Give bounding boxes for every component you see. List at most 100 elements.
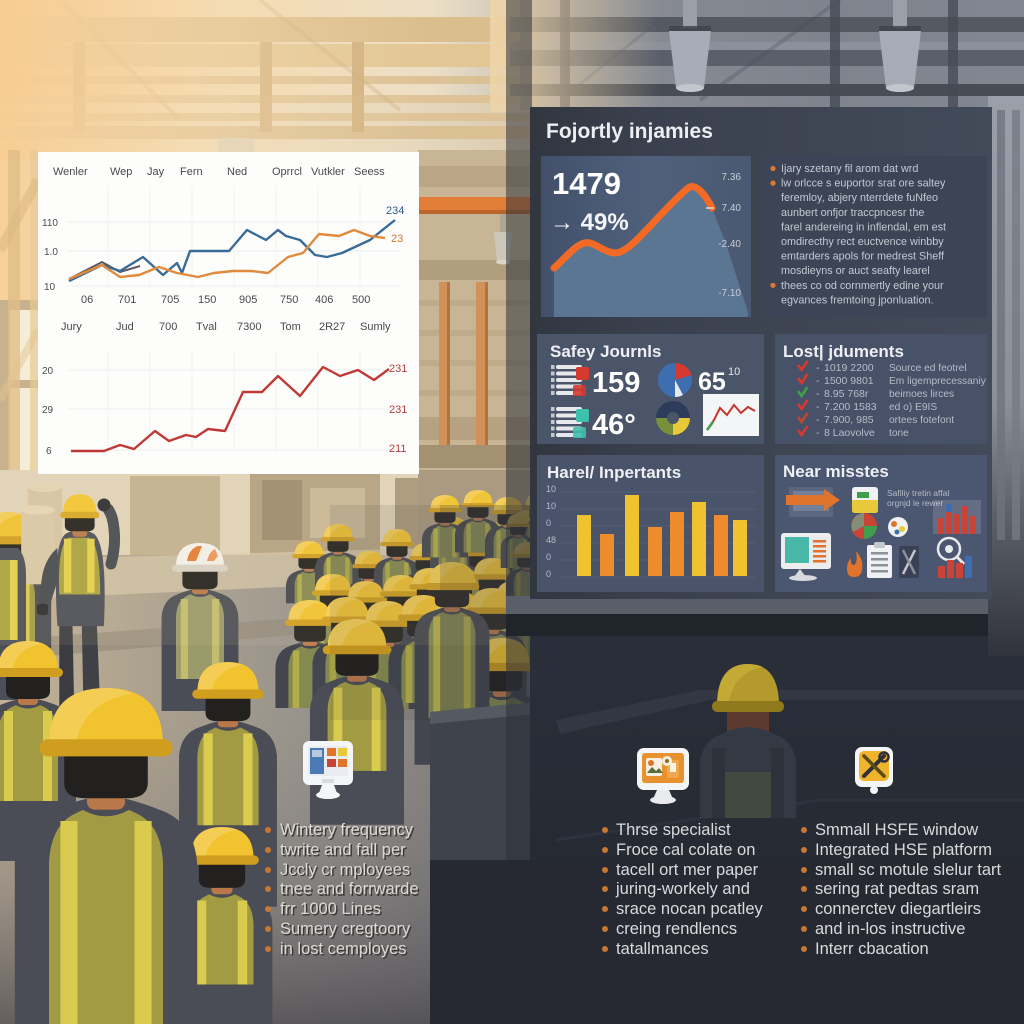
svg-text:aunbert onfjor traccpncesr the: aunbert onfjor traccpncesr the: [781, 207, 924, 219]
svg-text:sering rat pedtas sram: sering rat pedtas sram: [815, 880, 979, 898]
svg-text:211: 211: [389, 443, 407, 455]
svg-text:egvances fremtoing jponluation: egvances fremtoing jponluation.: [781, 294, 933, 306]
svg-text:beimoes lirces: beimoes lirces: [889, 389, 954, 400]
svg-text:mosdieyns or auct seafty leare: mosdieyns or auct seafty learel: [781, 265, 930, 277]
svg-text:srace nocan pcatley: srace nocan pcatley: [616, 900, 764, 918]
svg-text:tatallmances: tatallmances: [616, 940, 709, 958]
svg-text:connerctev diegartleirs: connerctev diegartleirs: [815, 900, 981, 918]
svg-text:juring-workely and: juring-workely and: [615, 880, 750, 898]
svg-text:Safiliy tretin affal: Safiliy tretin affal: [887, 488, 949, 498]
svg-text:7.200 1583: 7.200 1583: [824, 401, 877, 413]
svg-text:231: 231: [389, 363, 407, 375]
svg-text:150: 150: [198, 294, 216, 306]
svg-text:Tom: Tom: [280, 321, 301, 333]
svg-text:tone: tone: [889, 428, 909, 439]
svg-text:Wintery frequency: Wintery frequency: [280, 821, 414, 839]
svg-text:and in-los instructive: and in-los instructive: [815, 920, 965, 938]
svg-text:Ijary szetany fil arom dat wrd: Ijary szetany fil arom dat wrd: [781, 163, 918, 175]
svg-text:-: -: [816, 414, 820, 426]
svg-text:750: 750: [280, 294, 298, 306]
svg-text:2R27: 2R27: [319, 321, 345, 333]
svg-text:omdirecthy rect euctvence winb: omdirecthy rect euctvence winbby: [781, 236, 944, 248]
svg-text:twrite and fall per: twrite and fall per: [282, 842, 408, 860]
svg-text:ed o) E9IS: ed o) E9IS: [889, 402, 937, 413]
svg-text:in lost cemployes: in lost cemployes: [282, 941, 409, 959]
svg-text:23: 23: [391, 233, 403, 245]
svg-text:06: 06: [81, 294, 93, 306]
svg-text:Thrse specialist: Thrse specialist: [616, 821, 731, 839]
svg-text:110: 110: [42, 218, 58, 229]
svg-text:Jccly cr mployees: Jccly cr mployees: [282, 862, 412, 880]
svg-text:Safey Journls: Safey Journls: [550, 342, 662, 361]
svg-text:Oprrcl: Oprrcl: [272, 166, 302, 178]
svg-text:small sc motule slelur tart: small sc motule slelur tart: [815, 861, 1002, 879]
svg-text:0: 0: [546, 552, 551, 562]
svg-text:ortees fotefont: ortees fotefont: [889, 415, 954, 426]
svg-text:feremloy, abjery nterrdete fuN: feremloy, abjery nterrdete fuNfeo: [781, 192, 938, 204]
svg-text:-2.40: -2.40: [718, 239, 741, 250]
svg-text:Interr cbacation: Interr cbacation: [815, 940, 929, 958]
svg-text:-: -: [816, 388, 820, 400]
svg-text:frr 1000 Lines: frr 1000 Lines: [282, 902, 383, 920]
svg-text:7300: 7300: [237, 321, 261, 333]
svg-text:Tval: Tval: [196, 321, 217, 333]
svg-text:Wintery frequency: Wintery frequency: [282, 823, 416, 841]
svg-text:twrite and fall per: twrite and fall per: [280, 841, 406, 859]
svg-text:29: 29: [42, 405, 54, 416]
svg-text:10: 10: [546, 501, 556, 511]
svg-text:8 Laovolve: 8 Laovolve: [824, 427, 875, 439]
svg-text:farel andereing in inflendal,: farel andereing in inflendal, em est: [781, 221, 946, 233]
svg-text:Source ed feotrel: Source ed feotrel: [889, 363, 967, 374]
svg-text:0: 0: [546, 518, 551, 528]
svg-text:in lost cemployes: in lost cemployes: [280, 940, 407, 958]
svg-text:Wep: Wep: [110, 166, 132, 178]
svg-text:700: 700: [159, 321, 177, 333]
svg-text:8.95 768r: 8.95 768r: [824, 388, 869, 400]
svg-text:20: 20: [42, 366, 54, 377]
svg-text:7.40: 7.40: [722, 203, 742, 214]
svg-text:Near misstes: Near misstes: [783, 462, 889, 481]
svg-text:1500 9801: 1500 9801: [824, 375, 874, 387]
svg-text:Sumery cregtoory: Sumery cregtoory: [282, 922, 413, 940]
svg-text:0: 0: [546, 569, 551, 579]
svg-text:905: 905: [239, 294, 257, 306]
svg-text:46°: 46°: [592, 409, 636, 441]
svg-text:Froce cal colate on: Froce cal colate on: [616, 841, 755, 859]
svg-text:Fern: Fern: [180, 166, 203, 178]
svg-text:Seess: Seess: [354, 166, 385, 178]
svg-text:701: 701: [118, 294, 136, 306]
svg-text:Vutkler: Vutkler: [311, 166, 345, 178]
svg-text:Jury: Jury: [61, 321, 82, 333]
svg-text:500: 500: [352, 294, 370, 306]
svg-text:tacell ort mer paper: tacell ort mer paper: [616, 861, 759, 879]
svg-text:creing rendlencs: creing rendlencs: [616, 920, 737, 938]
svg-text:Ned: Ned: [227, 166, 247, 178]
svg-text:231: 231: [389, 404, 407, 416]
svg-text:Harel/ Inpertants: Harel/ Inpertants: [547, 463, 681, 482]
svg-text:-: -: [816, 427, 820, 439]
svg-text:1019 2200: 1019 2200: [824, 362, 874, 374]
svg-text:-: -: [816, 375, 820, 387]
svg-text:-7.10: -7.10: [718, 288, 741, 299]
svg-text:Jay: Jay: [147, 166, 165, 178]
svg-text:emtarders apols for medrest Sh: emtarders apols for medrest Sheff: [781, 251, 945, 263]
svg-text:frr 1000 Lines: frr 1000 Lines: [280, 900, 381, 918]
svg-text:234: 234: [386, 205, 404, 217]
svg-text:Jud: Jud: [116, 321, 134, 333]
svg-text:159: 159: [592, 367, 640, 399]
svg-text:Integrated HSE platform: Integrated HSE platform: [815, 841, 992, 859]
svg-text:Sumly: Sumly: [360, 321, 391, 333]
svg-text:10: 10: [44, 282, 56, 293]
svg-text:7.36: 7.36: [722, 172, 742, 183]
svg-text:lw orlcce s euportor srat ore: lw orlcce s euportor srat ore saltey: [781, 178, 946, 190]
svg-text:65: 65: [698, 368, 726, 396]
svg-text:thees co od cornmertly edine y: thees co od cornmertly edine your: [781, 280, 944, 292]
svg-text:orgnjd le rewer: orgnjd le rewer: [887, 498, 943, 508]
svg-text:406: 406: [315, 294, 333, 306]
svg-text:-: -: [816, 362, 820, 374]
svg-text:-: -: [816, 401, 820, 413]
svg-text:→ 49%: → 49%: [550, 209, 629, 236]
svg-text:10: 10: [728, 366, 740, 378]
svg-text:tnee and forrwarde: tnee and forrwarde: [280, 880, 419, 898]
svg-text:705: 705: [161, 294, 179, 306]
